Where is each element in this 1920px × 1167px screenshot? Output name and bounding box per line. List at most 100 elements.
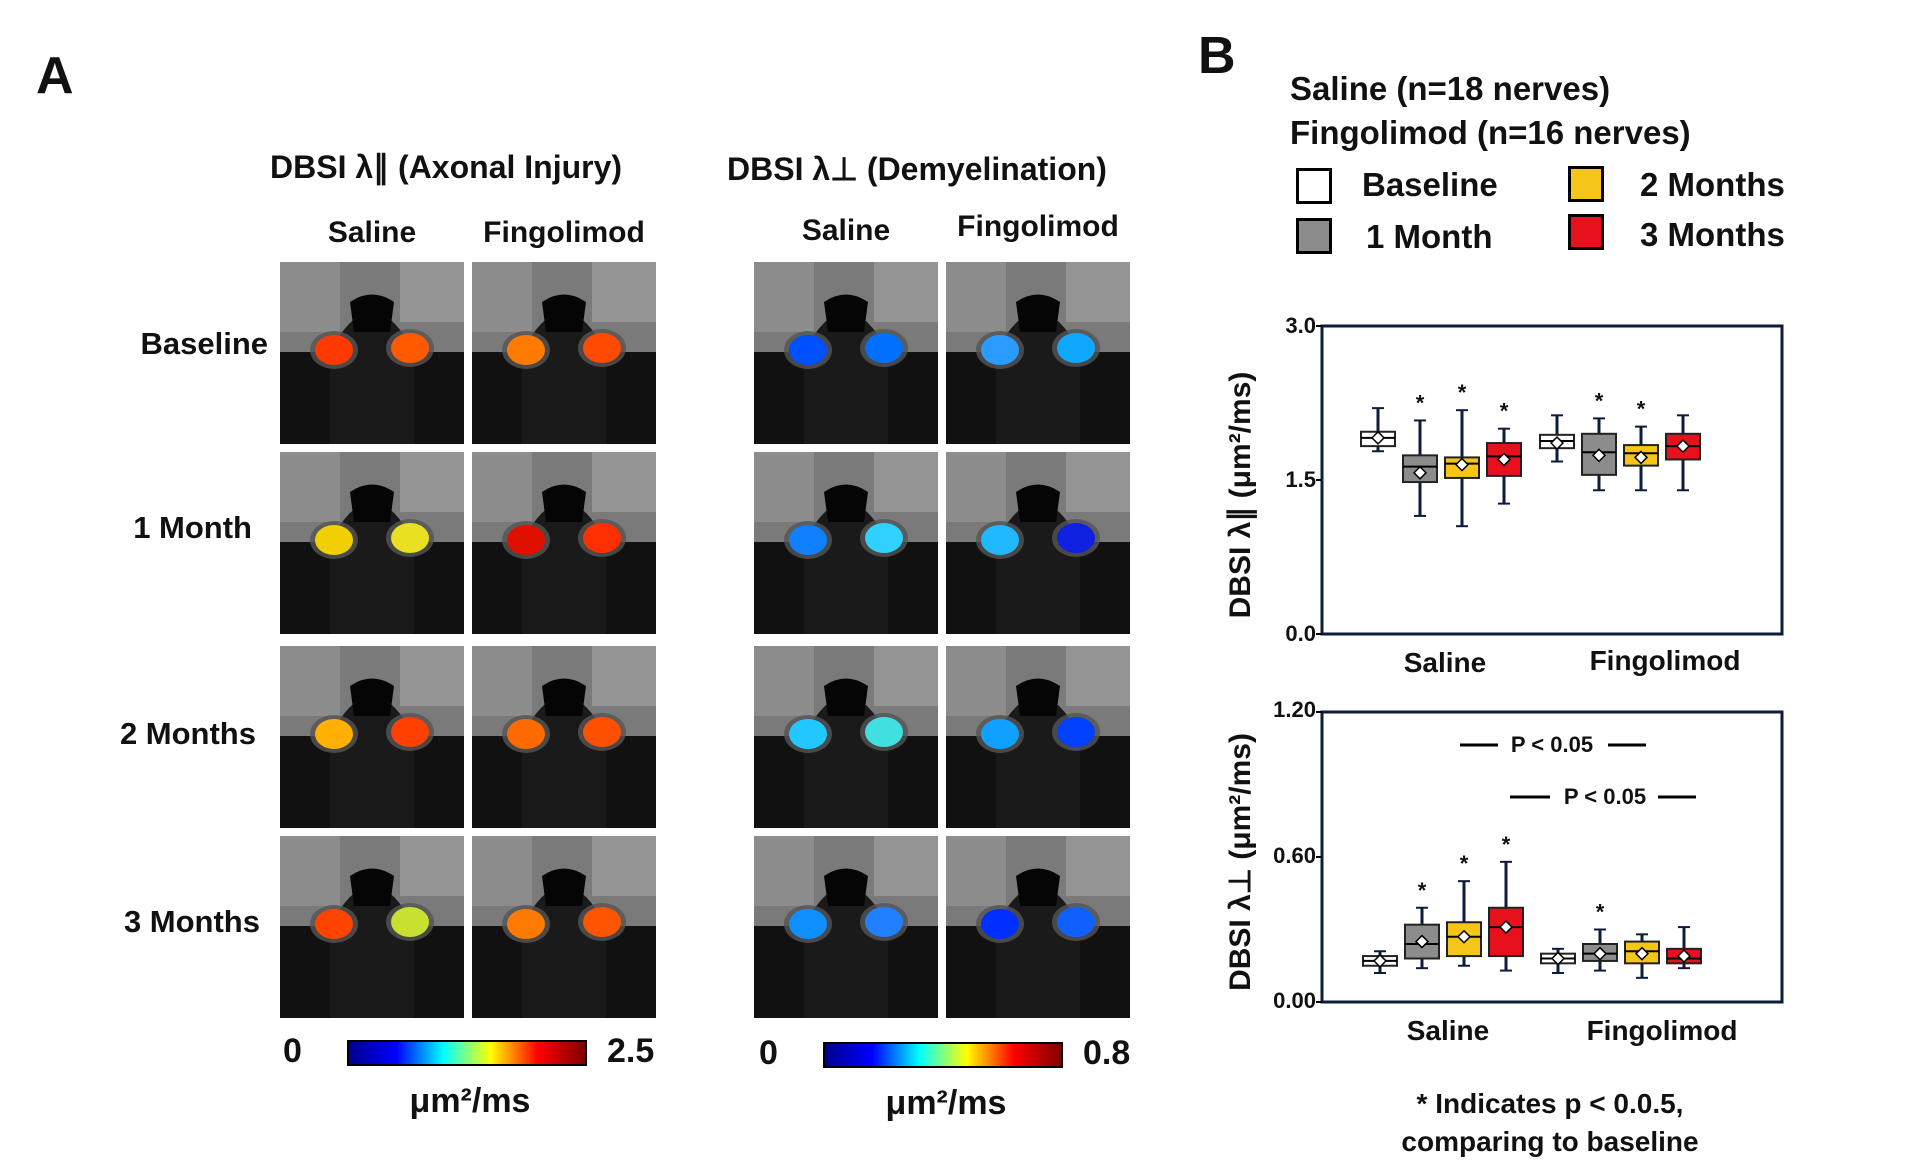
row-label-baseline: Baseline bbox=[140, 326, 268, 361]
y-tick-label: 1.20 bbox=[1273, 697, 1316, 722]
radial-diffusivity-box-plot: * * * * DBSI λ⊥ (μm²/ms) 0.00 0.60 1.20 Sal… bbox=[1224, 697, 1784, 1046]
nerve-overlay bbox=[315, 525, 353, 555]
legend-swatch-2-months bbox=[1568, 166, 1604, 202]
nerve-overlay bbox=[583, 333, 621, 363]
nerve-overlay bbox=[507, 525, 545, 555]
significance-star: * bbox=[1416, 390, 1425, 415]
nerve-overlay bbox=[1057, 333, 1095, 363]
nerve-overlay bbox=[981, 719, 1019, 749]
nerve-overlay bbox=[789, 335, 827, 365]
axonal-injury-title: DBSI λ∥ (Axonal Injury) bbox=[270, 149, 623, 185]
legend-label-2-months: 2 Months bbox=[1640, 166, 1785, 203]
demyelination-title: DBSI λ⊥ (Demyelination) bbox=[727, 151, 1107, 187]
nerve-overlay bbox=[865, 333, 903, 363]
significance-star: * bbox=[1500, 399, 1509, 424]
nerve-overlay bbox=[789, 719, 827, 749]
x-category-fingolimod: Fingolimod bbox=[1587, 1015, 1738, 1046]
legend-label-1-month: 1 Month bbox=[1366, 218, 1493, 255]
mri-tile bbox=[472, 646, 656, 828]
mean-marker bbox=[1498, 920, 1514, 935]
nerve-overlay bbox=[583, 717, 621, 747]
nerve-overlay bbox=[507, 909, 545, 939]
panel-b-label: B bbox=[1198, 27, 1236, 85]
nerve-overlay bbox=[315, 719, 353, 749]
nerve-overlay bbox=[315, 909, 353, 939]
mri-tile bbox=[946, 452, 1130, 634]
nerve-overlay bbox=[391, 333, 429, 363]
x-category-saline: Saline bbox=[1404, 647, 1486, 678]
nerve-overlay bbox=[1057, 717, 1095, 747]
significance-label-saline: P < 0.05 bbox=[1511, 732, 1593, 757]
nerve-overlay bbox=[1057, 523, 1095, 553]
nerve-overlay bbox=[583, 907, 621, 937]
nerve-overlay bbox=[391, 907, 429, 937]
nerve-overlay bbox=[981, 525, 1019, 555]
mean-marker bbox=[1454, 457, 1470, 472]
mri-tile bbox=[754, 836, 938, 1018]
mri-tile bbox=[280, 836, 464, 1018]
colorbar-demyel-unit: μm²/ms bbox=[885, 1084, 1007, 1122]
y-tick-label: 1.5 bbox=[1285, 467, 1316, 492]
mri-tile bbox=[946, 646, 1130, 828]
mean-marker bbox=[1634, 946, 1650, 961]
mri-tile bbox=[472, 452, 656, 634]
mri-tile bbox=[946, 262, 1130, 444]
mri-tile bbox=[280, 262, 464, 444]
nerve-overlay bbox=[981, 909, 1019, 939]
legend-group-fingolimod: Fingolimod (n=16 nerves) bbox=[1290, 114, 1691, 151]
nerve-overlay bbox=[865, 717, 903, 747]
plot-frame bbox=[1320, 324, 1784, 636]
mean-marker bbox=[1549, 435, 1565, 451]
y-tick-label: 3.0 bbox=[1285, 313, 1316, 338]
y-tick-label: 0.60 bbox=[1273, 843, 1316, 868]
mean-marker bbox=[1676, 949, 1692, 964]
mri-tile bbox=[946, 836, 1130, 1018]
mean-marker bbox=[1372, 953, 1388, 968]
mean-marker bbox=[1592, 946, 1608, 961]
nerve-overlay bbox=[391, 523, 429, 553]
mri-tile bbox=[472, 262, 656, 444]
nerve-overlay bbox=[789, 909, 827, 939]
footnote-line-2: comparing to baseline bbox=[1401, 1126, 1699, 1157]
row-label-2-months: 2 Months bbox=[119, 716, 256, 751]
mean-marker bbox=[1456, 929, 1472, 944]
y-tick-label: 0.0 bbox=[1285, 621, 1316, 646]
mri-tile bbox=[472, 836, 656, 1018]
nerve-overlay bbox=[315, 335, 353, 365]
y-tick-label: 0.00 bbox=[1273, 988, 1316, 1013]
panel-a-label: A bbox=[36, 47, 74, 105]
demyel-col-saline: Saline bbox=[801, 214, 891, 247]
row-label-1-month: 1 Month bbox=[133, 510, 252, 545]
legend-swatch-3-months bbox=[1568, 214, 1604, 250]
y-axis-label-radial: DBSI λ⊥ (μm²/ms) bbox=[1224, 733, 1257, 991]
legend-swatch-1-month bbox=[1296, 218, 1332, 254]
footnote-line-1: * Indicates p < 0.0.5, bbox=[1416, 1088, 1684, 1119]
x-category-fingolimod: Fingolimod bbox=[1590, 645, 1741, 676]
significance-star: * bbox=[1458, 380, 1467, 405]
row-label-3-months: 3 Months bbox=[123, 904, 260, 939]
nerve-overlay bbox=[789, 525, 827, 555]
nerve-overlay bbox=[507, 719, 545, 749]
significance-star: * bbox=[1637, 397, 1646, 422]
nerve-overlay bbox=[981, 335, 1019, 365]
colorbar-demyelination bbox=[823, 1042, 1063, 1068]
significance-star: * bbox=[1595, 388, 1604, 413]
significance-star: * bbox=[1460, 851, 1469, 876]
mean-marker bbox=[1591, 448, 1607, 463]
significance-label-fingolimod: P < 0.05 bbox=[1564, 784, 1646, 809]
y-axis-label-axial: DBSI λ∥ (μm²/ms) bbox=[1224, 372, 1257, 619]
colorbar-axonal-unit: μm²/ms bbox=[409, 1082, 531, 1120]
legend-label-3-months: 3 Months bbox=[1640, 216, 1785, 253]
x-category-saline: Saline bbox=[1407, 1015, 1489, 1046]
colorbar-demyel-min: 0 bbox=[759, 1034, 778, 1072]
significance-star: * bbox=[1596, 900, 1605, 925]
axial-diffusivity-box-plot: * * * * * DBSI λ∥ (μm²/ms) 0.0 1.5 3.0 Salin… bbox=[1224, 313, 1784, 678]
mri-tile bbox=[754, 452, 938, 634]
axonal-col-saline: Saline bbox=[327, 216, 417, 249]
mean-marker bbox=[1370, 430, 1386, 445]
colorbar-axonal-max: 2.5 bbox=[607, 1032, 655, 1070]
nerve-overlay bbox=[583, 523, 621, 553]
mri-tile bbox=[754, 646, 938, 828]
mean-marker bbox=[1550, 951, 1566, 966]
colorbar-axonal-min: 0 bbox=[283, 1032, 302, 1070]
